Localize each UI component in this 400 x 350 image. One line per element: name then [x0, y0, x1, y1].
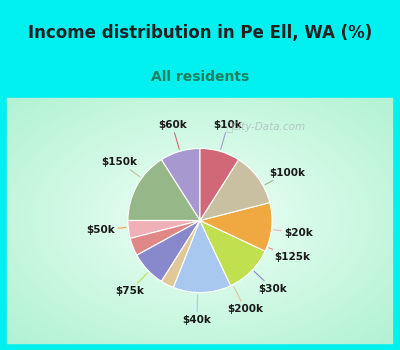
Text: $30k: $30k — [254, 271, 287, 294]
Wedge shape — [200, 148, 239, 220]
Wedge shape — [174, 220, 231, 293]
Wedge shape — [161, 148, 200, 220]
Text: Income distribution in Pe Ell, WA (%): Income distribution in Pe Ell, WA (%) — [28, 24, 372, 42]
Text: $10k: $10k — [213, 120, 242, 149]
Text: $125k: $125k — [269, 248, 310, 262]
Wedge shape — [200, 220, 265, 286]
Text: $100k: $100k — [265, 168, 305, 185]
Wedge shape — [128, 220, 200, 238]
Wedge shape — [200, 160, 270, 220]
Text: $75k: $75k — [115, 273, 148, 296]
Text: $60k: $60k — [158, 120, 187, 149]
Wedge shape — [137, 220, 200, 281]
Text: ⧖: ⧖ — [226, 121, 233, 134]
Text: $50k: $50k — [87, 225, 126, 235]
Text: $40k: $40k — [182, 295, 211, 325]
Wedge shape — [130, 220, 200, 255]
Wedge shape — [200, 203, 272, 251]
Text: City-Data.com: City-Data.com — [232, 122, 306, 132]
Wedge shape — [128, 160, 200, 220]
Text: $200k: $200k — [227, 287, 263, 314]
Text: $20k: $20k — [274, 228, 313, 238]
Text: All residents: All residents — [151, 70, 249, 84]
Wedge shape — [161, 220, 200, 287]
Text: $150k: $150k — [102, 157, 140, 177]
